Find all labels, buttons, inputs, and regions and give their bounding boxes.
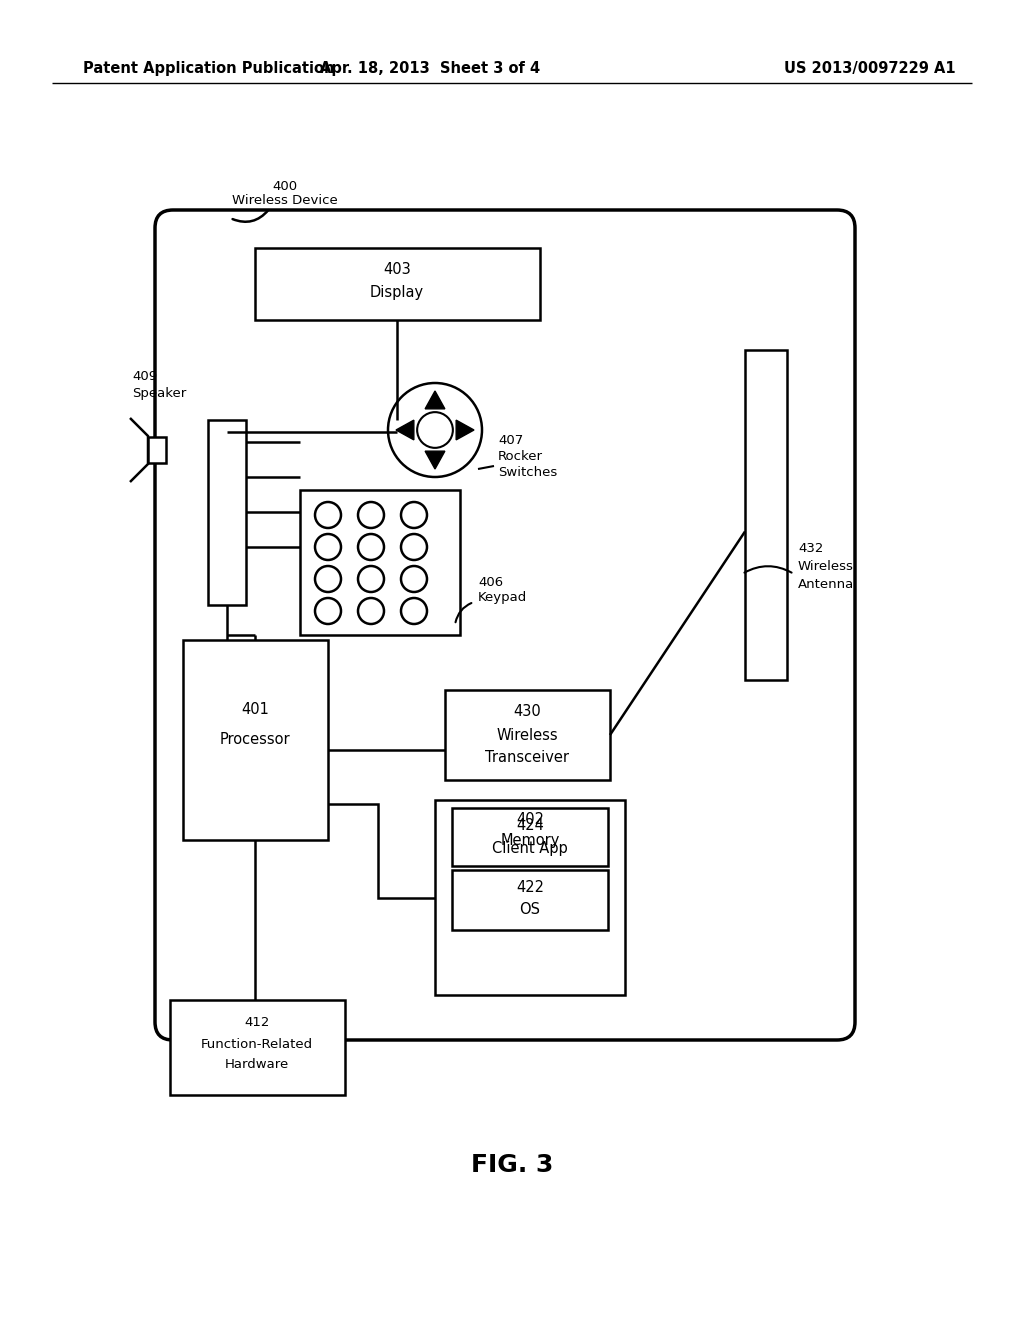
Text: 400: 400 [272,180,298,193]
Text: 403: 403 [383,263,411,277]
Bar [148,437,166,463]
Text: Speaker: Speaker [132,387,186,400]
Bar [183,640,328,840]
Text: 430: 430 [513,705,541,719]
Polygon shape [425,391,444,409]
Text: 407: 407 [498,433,523,446]
Text: 412: 412 [245,1015,269,1028]
Bar [745,350,787,680]
Text: Keypad: Keypad [478,591,527,605]
Text: Processor: Processor [220,733,291,747]
Text: 409: 409 [132,371,157,384]
Text: Patent Application Publication: Patent Application Publication [83,61,335,75]
Text: Client App: Client App [493,841,568,855]
Text: Hardware: Hardware [225,1057,289,1071]
Text: Antenna: Antenna [798,578,854,590]
Polygon shape [425,451,444,469]
Bar [170,1001,345,1096]
Text: 422: 422 [516,880,544,895]
Text: Memory: Memory [501,833,560,847]
Text: Function-Related: Function-Related [201,1038,313,1051]
Text: Display: Display [370,285,424,301]
Bar [452,870,608,931]
Text: FIG. 3: FIG. 3 [471,1152,553,1177]
Text: Wireless: Wireless [497,727,558,742]
Polygon shape [396,420,414,440]
Text: Wireless: Wireless [798,560,854,573]
Text: 401: 401 [241,702,269,718]
Text: OS: OS [519,903,541,917]
Text: 432: 432 [798,541,823,554]
Text: Transceiver: Transceiver [485,751,569,766]
Polygon shape [456,420,474,440]
Text: Rocker: Rocker [498,450,543,462]
Text: 424: 424 [516,818,544,833]
Text: US 2013/0097229 A1: US 2013/0097229 A1 [784,61,955,75]
Bar [445,690,610,780]
Bar [300,490,460,635]
FancyBboxPatch shape [155,210,855,1040]
Bar [255,248,540,319]
Text: 406: 406 [478,576,503,589]
Text: Apr. 18, 2013  Sheet 3 of 4: Apr. 18, 2013 Sheet 3 of 4 [319,61,540,75]
Text: Switches: Switches [498,466,557,479]
Bar [435,800,625,995]
Text: 402: 402 [516,813,544,828]
Bar [452,808,608,866]
Bar [208,420,246,605]
Text: Wireless Device: Wireless Device [232,194,338,207]
